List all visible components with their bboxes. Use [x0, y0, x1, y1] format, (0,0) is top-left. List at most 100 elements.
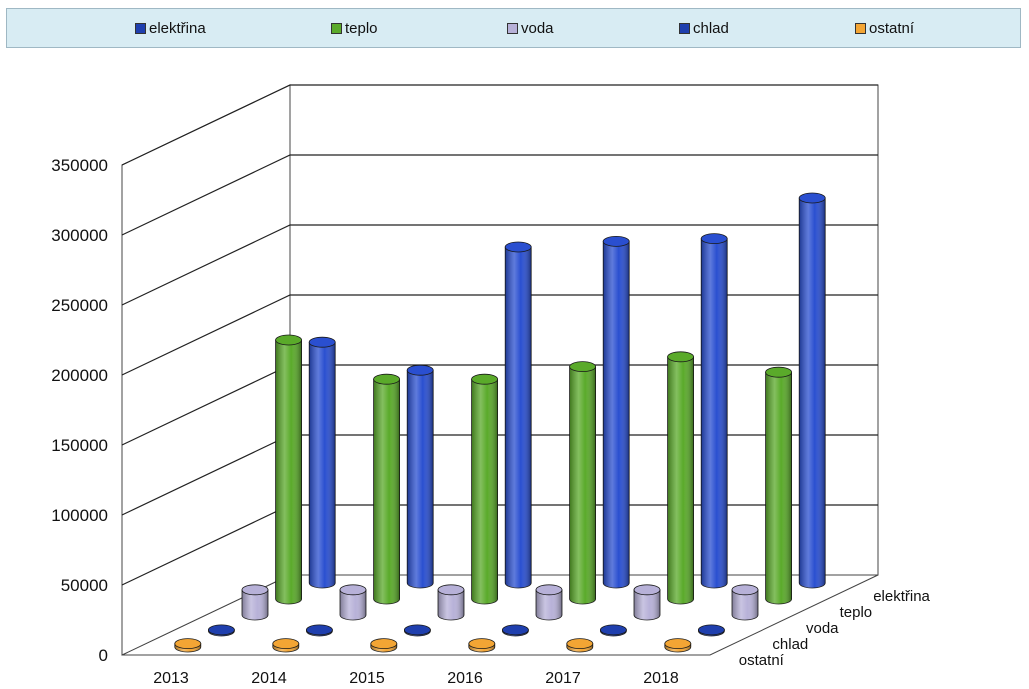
bar-elektřina-2015: [504, 241, 532, 589]
bar-shading: [407, 370, 434, 588]
bar-top: [207, 624, 235, 636]
bar-shading: [732, 589, 758, 620]
y-tick-label: 100000: [51, 506, 108, 525]
bar-top: [566, 638, 594, 650]
bar-teplo-2015: [471, 373, 499, 605]
legend-item-ostatni: ostatní: [855, 20, 914, 37]
x-tick-label: 2017: [545, 670, 581, 687]
gridline: [121, 84, 878, 166]
bar-ostatní-2016: [468, 638, 496, 653]
gridline: [121, 224, 878, 306]
bar-ostatní-2013: [174, 638, 202, 653]
bar-top: [633, 584, 661, 596]
bar-shading: [471, 379, 498, 604]
bar-ostatní-2018: [664, 638, 692, 653]
bar-chlad-2016: [502, 624, 529, 637]
depth-label: chlad: [772, 636, 808, 653]
bar-top: [339, 584, 367, 596]
bar-top: [602, 235, 630, 247]
bar-voda-2013: [241, 584, 269, 621]
y-tick-label: 200000: [51, 366, 108, 385]
bar-shading: [438, 589, 464, 620]
y-tick-label: 150000: [51, 436, 108, 455]
x-tick-label: 2016: [447, 670, 483, 687]
bar-teplo-2017: [667, 351, 694, 605]
bar-top: [471, 373, 499, 385]
bar-top: [700, 233, 728, 245]
bar-chlad-2017: [600, 624, 627, 637]
bar-chlad-2018: [698, 624, 725, 637]
bars-layer: [174, 192, 826, 653]
bar-voda-2015: [437, 584, 465, 621]
bar-teplo-2018: [765, 366, 792, 605]
bar-top: [174, 638, 202, 650]
side-wall: [121, 84, 291, 656]
bar-voda-2018: [731, 584, 759, 621]
legend-swatch-teplo: [331, 23, 342, 34]
bar-shading: [799, 198, 826, 588]
bar-shading: [701, 238, 728, 588]
bar-shading: [603, 241, 630, 588]
bar-shading: [309, 342, 336, 588]
bar-shading: [242, 589, 268, 620]
bar-ostatní-2015: [370, 638, 398, 653]
bar-shading: [667, 356, 694, 604]
x-axis-tick-labels: 2013 2014 2015 2016 2017 2018: [153, 670, 679, 687]
legend-swatch-elektrina: [135, 23, 146, 34]
bar-top: [664, 638, 692, 650]
gridline: [121, 154, 878, 236]
bar-ostatní-2017: [566, 638, 594, 653]
bar-teplo-2013: [275, 334, 303, 605]
bar-shading: [275, 340, 302, 604]
bar-shading: [536, 589, 562, 620]
bar-voda-2016: [535, 584, 563, 621]
bar-elektřina-2018: [798, 192, 826, 589]
bar-top: [437, 584, 465, 596]
bar-top: [504, 241, 532, 253]
x-tick-label: 2014: [251, 670, 287, 687]
bar-top: [535, 584, 563, 596]
bar-shading: [340, 589, 366, 620]
bar-shading: [505, 247, 532, 588]
bar-top: [305, 624, 333, 636]
legend-item-chlad: chlad: [679, 20, 729, 37]
y-tick-label: 50000: [61, 576, 108, 595]
bar-chlad-2013: [207, 624, 235, 637]
x-tick-label: 2013: [153, 670, 189, 687]
legend-label-ostatni: ostatní: [869, 20, 915, 37]
bar-top: [731, 584, 759, 596]
gridline: [121, 294, 878, 376]
bar-top: [406, 364, 434, 376]
legend-swatch-ostatni: [855, 23, 866, 34]
depth-label: voda: [806, 620, 839, 637]
bar-shading: [765, 372, 792, 604]
bar-elektřina-2013: [308, 336, 336, 589]
legend-label-teplo: teplo: [345, 20, 378, 37]
bar-voda-2017: [633, 584, 661, 621]
bar-elektřina-2014: [406, 364, 434, 589]
bar-top: [373, 373, 401, 385]
legend-item-teplo: teplo: [331, 20, 378, 37]
legend-swatch-voda: [507, 23, 518, 34]
legend-swatch-chlad: [679, 23, 690, 34]
x-tick-label: 2015: [349, 670, 385, 687]
y-tick-label: 0: [99, 646, 108, 665]
bar-top: [600, 624, 627, 636]
bar-top: [667, 351, 694, 363]
bar-shading: [373, 379, 400, 604]
bar-teplo-2014: [373, 373, 401, 605]
bar-top: [403, 624, 431, 636]
bar-elektřina-2016: [602, 235, 630, 589]
legend-label-elektrina: elektřina: [149, 20, 206, 37]
bar-chlad-2014: [305, 624, 333, 637]
bar-top: [569, 361, 596, 373]
bar-top: [308, 336, 336, 348]
depth-label: teplo: [840, 604, 873, 621]
bar-top: [370, 638, 398, 650]
bar-top: [275, 334, 303, 346]
y-tick-label: 250000: [51, 296, 108, 315]
legend-item-elektrina: elektřina: [135, 20, 206, 37]
depth-label: elektřina: [873, 588, 930, 605]
bar-top: [798, 192, 826, 204]
